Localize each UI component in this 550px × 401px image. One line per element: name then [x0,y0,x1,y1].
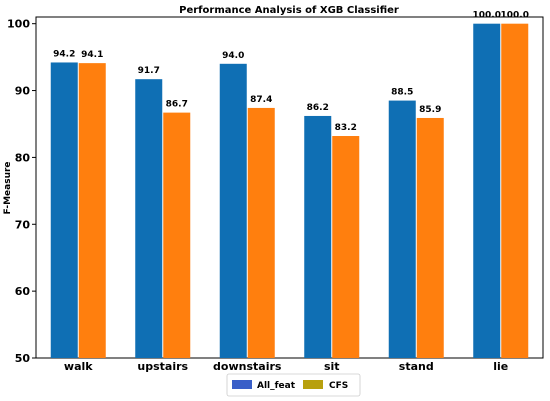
x-category-label: sit [324,360,340,373]
x-category-label: upstairs [137,360,188,373]
y-tick-label: 70 [15,218,31,231]
y-tick-label: 50 [15,352,31,365]
data-label: 83.2 [335,123,357,133]
bar-cfs-stand [416,117,444,359]
legend-swatch-cfs [303,380,323,389]
bar-cfs-walk [78,63,106,359]
data-label: 94.0 [222,51,244,61]
y-tick-label: 100 [7,18,30,31]
bar-all-feat-sit [304,115,332,358]
x-category-label: walk [64,360,93,373]
x-category-label: downstairs [213,360,282,373]
data-label: 85.9 [419,105,441,115]
x-category-label: stand [399,360,434,373]
data-label: 86.2 [307,103,329,113]
data-label: 94.2 [53,49,75,59]
bar-all-feat-walk [50,62,78,358]
bars [50,23,529,359]
y-tick-label: 90 [15,85,31,98]
chart-title: Performance Analysis of XGB Classifier [179,5,399,16]
bar-cfs-lie [501,23,529,358]
bar-all-feat-downstairs [219,63,247,358]
y-axis-ticks: 50 60 70 80 90 100 [7,18,36,365]
data-label: 87.4 [250,95,272,105]
bar-all-feat-lie [473,23,501,358]
data-label: 88.5 [391,88,413,98]
y-axis-label: F-Measure [3,161,13,214]
data-label: 100.0 [473,11,501,21]
legend-label-cfs: CFS [329,381,348,391]
bar-cfs-downstairs [247,107,275,358]
plot-frame [35,16,544,359]
x-axis-categories: walk upstairs downstairs sit stand lie [64,360,508,373]
bar-cfs-upstairs [163,112,191,358]
legend-label-all-feat: All_feat [257,381,296,391]
data-label: 86.7 [166,100,188,110]
legend-frame [226,373,361,397]
bar-cfs-sit [332,136,360,358]
data-label: 100.0 [501,11,529,21]
data-label: 94.1 [81,50,103,60]
x-category-label: lie [493,360,508,373]
legend-swatch-all-feat [232,380,252,389]
bar-all-feat-upstairs [135,79,163,359]
bar-all-feat-stand [388,100,416,358]
y-tick-label: 60 [15,285,31,298]
data-label: 91.7 [138,66,160,76]
data-labels: 94.2 94.1 91.7 86.7 94.0 87.4 86.2 83.2 88.5 85.9… [53,11,529,133]
legend: All_feat CFS [226,373,361,397]
y-tick-label: 80 [15,151,31,164]
